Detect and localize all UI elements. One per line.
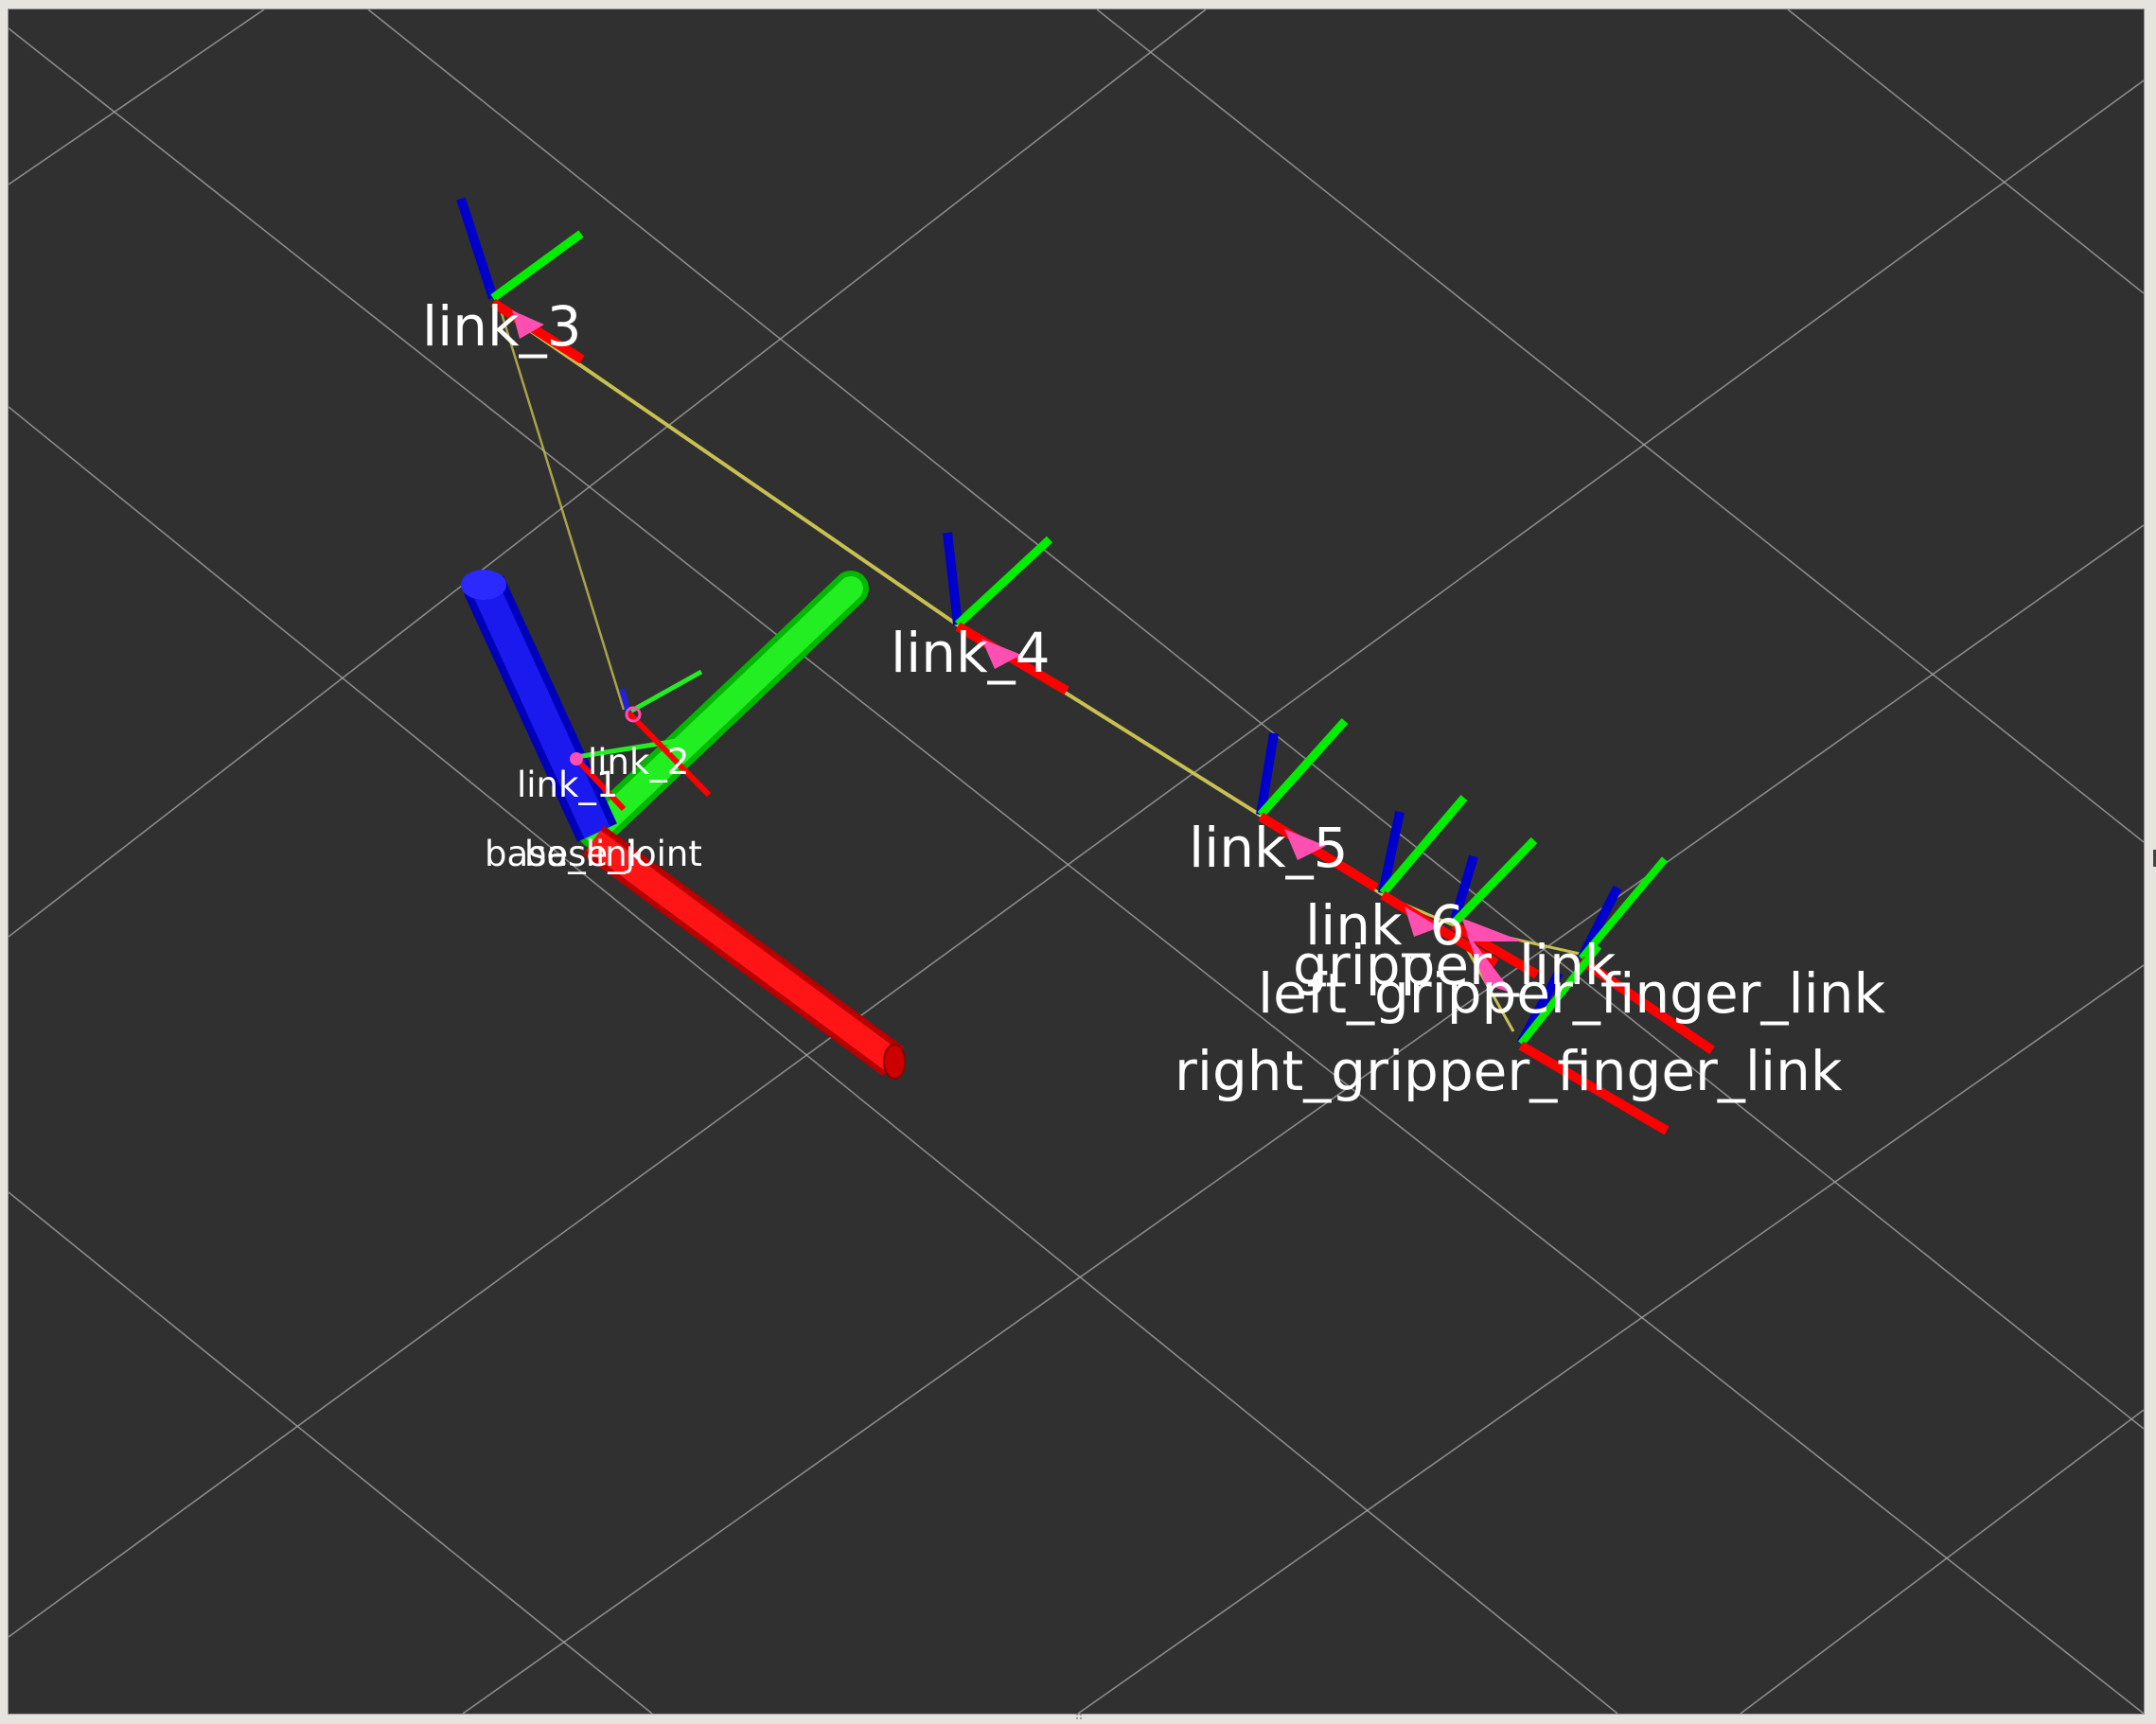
- left-gripper-finger-axes: [1577, 856, 1715, 1055]
- link-4-axes: [943, 532, 1069, 695]
- link-1-2-axes: [570, 669, 712, 812]
- label-left-gripper-finger-link: left_gripper_finger_link: [1258, 961, 1886, 1026]
- label-right-gripper-finger-link: right_gripper_finger_link: [1175, 1039, 1843, 1103]
- label-link-2: link_2: [588, 742, 689, 783]
- link-5-axes: [1256, 717, 1379, 892]
- label-base-joint: base_joint: [524, 834, 702, 874]
- splitter-handle[interactable]: [2153, 850, 2156, 867]
- 3d-viewport[interactable]: link_3 link_4 link_5 link_6 gripper_link…: [8, 9, 2145, 1715]
- base-link-axes: [461, 570, 906, 1080]
- resize-grip-icon[interactable]: [1075, 1713, 1085, 1720]
- label-link-5: link_5: [1189, 816, 1348, 880]
- label-link-6: link_6: [1305, 893, 1464, 958]
- label-link-1: link_1: [517, 765, 618, 805]
- gripper-link-axes: [1449, 836, 1540, 994]
- label-link-3: link_3: [422, 294, 581, 359]
- link-3-axes: [456, 197, 585, 364]
- right-gripper-finger-axes: [1516, 943, 1670, 1135]
- label-link-4: link_4: [891, 621, 1050, 685]
- ground-grid: [9, 9, 2144, 1714]
- label-base-link: base_link: [485, 834, 648, 874]
- label-gripper-link: gripper_link: [1293, 933, 1617, 997]
